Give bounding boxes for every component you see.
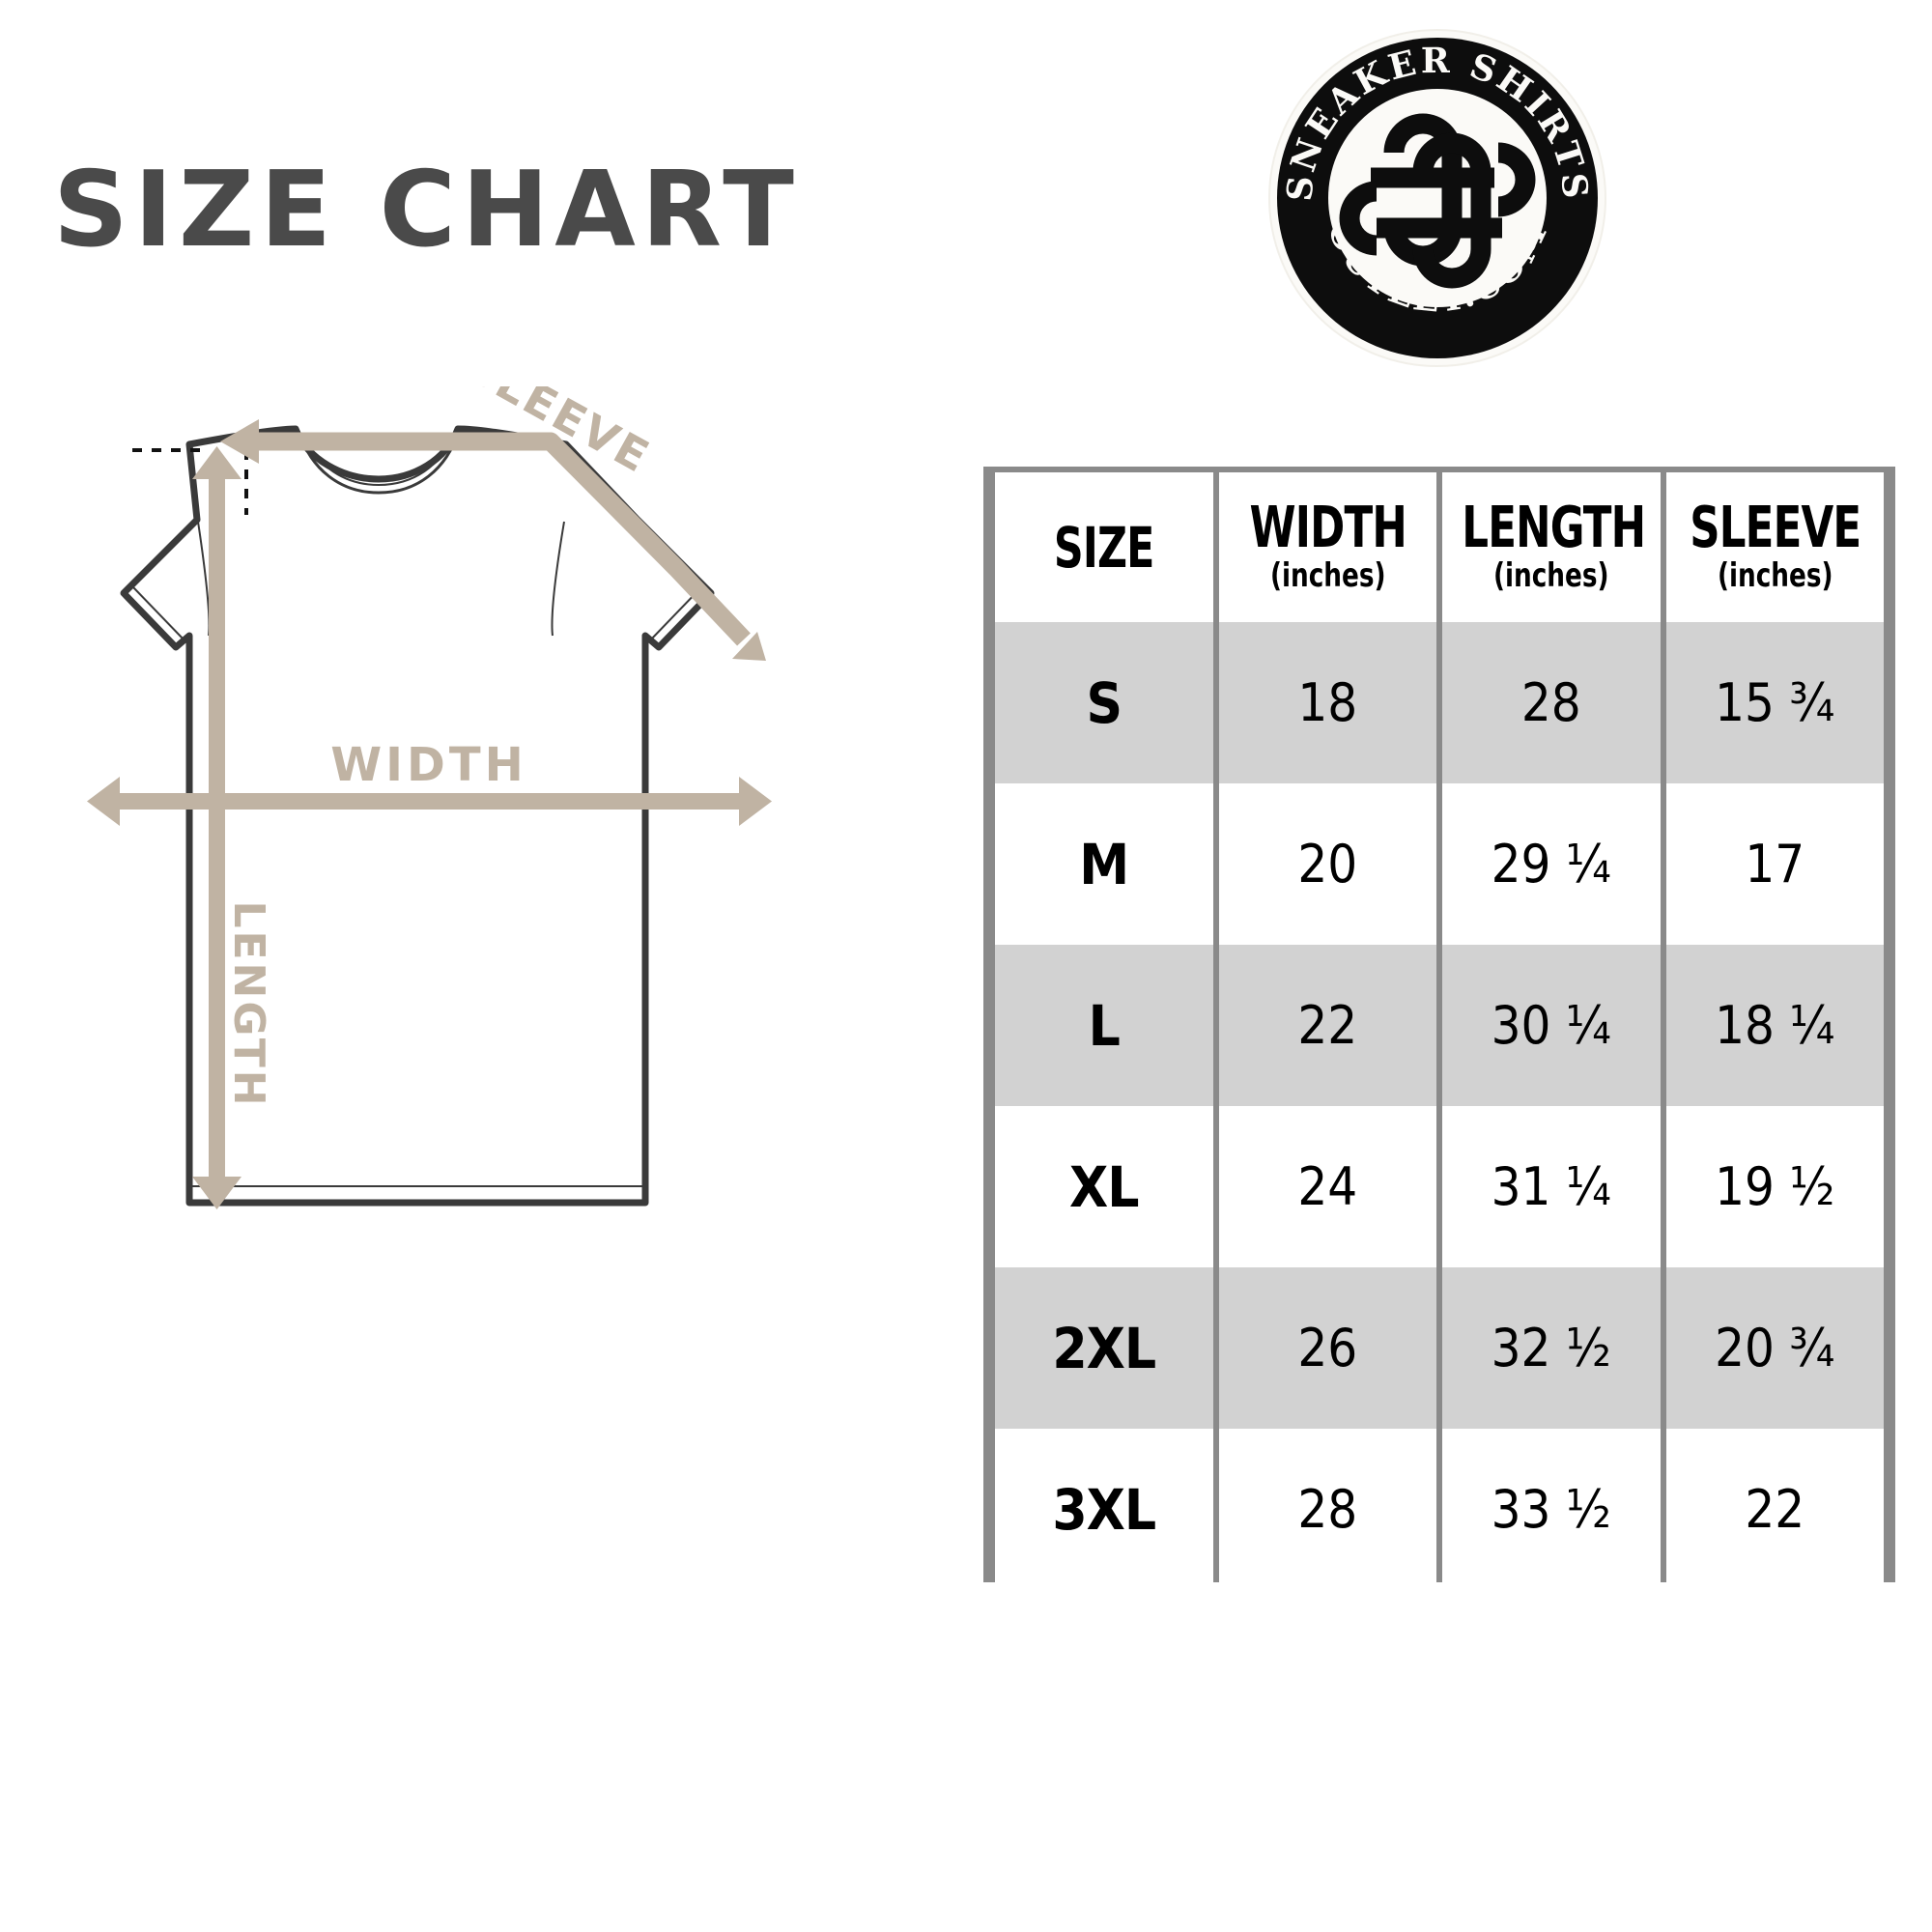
sleeve-arrow-shaft [256,432,751,646]
left-cuff-line [125,594,179,650]
length-arrow-head-up [192,446,242,479]
table-row: S 18 28 15 ¾ [995,622,1884,783]
brand-logo-svg: SNEAKER SHIRTS OUTLET.COM [1268,29,1606,367]
length-arrow-head-down [192,1177,242,1209]
column-header-sleeve: SLEEVE (inches) [1665,472,1884,622]
width-arrow [87,777,772,826]
width-arrow-shaft [106,793,753,810]
sleeve-arrow-head-right [732,632,766,661]
cell-width: 20 [1218,783,1436,945]
cell-size: M [995,783,1213,945]
table-head: SIZE WIDTH (inches) LENGTH (inches) SLEE… [995,472,1884,622]
cell-width: 28 [1218,1429,1436,1590]
table-row: 2XL 26 32 ½ 20 ¾ [995,1267,1884,1429]
length-label: LENGTH [224,900,273,1108]
cell-sleeve: 17 [1665,783,1884,945]
collar-inner-line-2 [304,436,453,487]
cell-width: 26 [1218,1267,1436,1429]
column-header-size-main: SIZE [1053,514,1155,581]
cell-width: 18 [1218,622,1436,783]
sleeve-arrow [220,419,766,661]
cell-size: 2XL [995,1267,1213,1429]
cell-size: 3XL [995,1429,1213,1590]
cell-width: 22 [1218,945,1436,1106]
table-row: M 20 29 ¼ 17 [995,783,1884,945]
table-header-row: SIZE WIDTH (inches) LENGTH (inches) SLEE… [995,472,1884,622]
tshirt-diagram-svg: LENGTH WIDTH SLEEVE [87,339,772,1209]
cell-length: 33 ½ [1442,1429,1661,1590]
cell-size: XL [995,1106,1213,1267]
cell-length: 30 ¼ [1442,945,1661,1106]
column-header-length: LENGTH (inches) [1442,472,1661,622]
column-header-length-unit: (inches) [1492,555,1609,595]
length-arrow [192,446,242,1209]
width-arrow-head-left [87,777,120,826]
column-header-sleeve-unit: (inches) [1717,555,1833,595]
table-body: S 18 28 15 ¾ M 20 29 ¼ 17 L 22 30 ¼ 18 ¼… [995,622,1884,1590]
table-row: 3XL 28 33 ½ 22 [995,1429,1884,1590]
cell-length: 29 ¼ [1442,783,1661,945]
cell-length: 32 ½ [1442,1267,1661,1429]
page-title: SIZE CHART [53,150,800,270]
size-chart-table-container: SIZE WIDTH (inches) LENGTH (inches) SLEE… [983,467,1895,1590]
column-header-length-main: LENGTH [1462,493,1646,560]
length-arrow-shaft [209,466,225,1190]
left-cuff-line-2 [132,586,186,642]
column-header-width: WIDTH (inches) [1218,472,1436,622]
cell-sleeve: 18 ¼ [1665,945,1884,1106]
measurement-guides [132,448,248,515]
cell-size: L [995,945,1213,1106]
width-label: WIDTH [330,738,527,792]
size-chart-table: SIZE WIDTH (inches) LENGTH (inches) SLEE… [989,472,1889,1590]
table-row: XL 24 31 ¼ 19 ½ [995,1106,1884,1267]
column-header-sleeve-main: SLEEVE [1689,493,1861,560]
cell-width: 24 [1218,1106,1436,1267]
logo-face [1328,89,1547,307]
cell-sleeve: 22 [1665,1429,1884,1590]
collar-inner-line-1 [297,430,461,495]
cell-sleeve: 15 ¾ [1665,622,1884,783]
sleeve-arrow-head-left [220,419,259,464]
right-shoulder-seam [551,521,565,637]
width-arrow-head-right [739,777,772,826]
column-header-width-main: WIDTH [1249,493,1406,560]
cell-size: S [995,622,1213,783]
cell-length: 31 ¼ [1442,1106,1661,1267]
brand-logo: SNEAKER SHIRTS OUTLET.COM [1268,29,1606,367]
tshirt-diagram: LENGTH WIDTH SLEEVE [0,339,966,1352]
cell-length: 28 [1442,622,1661,783]
column-header-width-unit: (inches) [1269,555,1386,595]
column-header-size: SIZE [995,472,1213,622]
cell-sleeve: 20 ¾ [1665,1267,1884,1429]
table-row: L 22 30 ¼ 18 ¼ [995,945,1884,1106]
logo-monogram-ss [1339,113,1536,289]
cell-sleeve: 19 ½ [1665,1106,1884,1267]
